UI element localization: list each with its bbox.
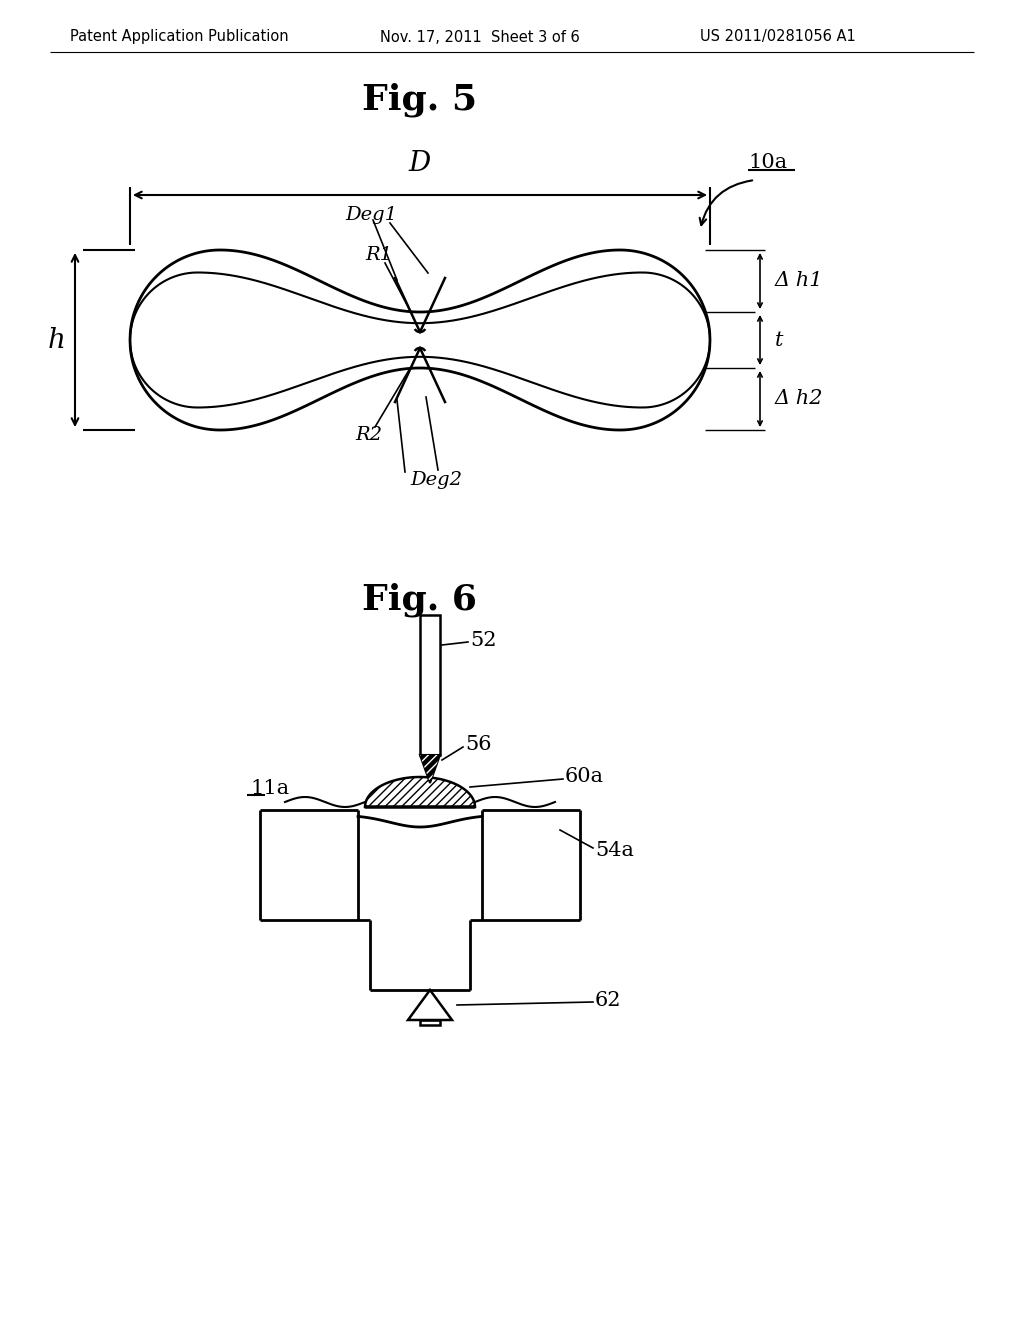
- Text: R1: R1: [365, 246, 392, 264]
- Text: 10a: 10a: [748, 153, 787, 172]
- Text: Fig. 6: Fig. 6: [362, 582, 477, 618]
- Polygon shape: [365, 777, 475, 807]
- Polygon shape: [358, 810, 482, 828]
- Bar: [420, 615, 440, 755]
- Text: 54a: 54a: [595, 841, 634, 859]
- Text: Deg2: Deg2: [410, 471, 462, 488]
- Polygon shape: [260, 810, 358, 920]
- Text: 56: 56: [465, 735, 492, 755]
- Text: R2: R2: [355, 426, 382, 444]
- Text: Patent Application Publication: Patent Application Publication: [70, 29, 289, 45]
- Text: 62: 62: [595, 990, 622, 1010]
- Text: Δ h1: Δ h1: [775, 272, 823, 290]
- Text: Δ h2: Δ h2: [775, 389, 823, 408]
- Polygon shape: [408, 990, 452, 1020]
- Text: 11a: 11a: [250, 780, 289, 799]
- Text: t: t: [775, 330, 783, 350]
- Polygon shape: [358, 810, 482, 990]
- Text: Fig. 5: Fig. 5: [362, 83, 477, 117]
- Text: Nov. 17, 2011  Sheet 3 of 6: Nov. 17, 2011 Sheet 3 of 6: [380, 29, 580, 45]
- Text: 60a: 60a: [565, 767, 604, 787]
- Polygon shape: [130, 249, 710, 430]
- Text: 52: 52: [470, 631, 497, 649]
- Text: h: h: [48, 326, 66, 354]
- Bar: [420, 1020, 440, 1026]
- Text: Deg1: Deg1: [345, 206, 397, 224]
- Text: D: D: [409, 150, 431, 177]
- Polygon shape: [420, 755, 440, 783]
- Text: US 2011/0281056 A1: US 2011/0281056 A1: [700, 29, 856, 45]
- Polygon shape: [482, 810, 580, 920]
